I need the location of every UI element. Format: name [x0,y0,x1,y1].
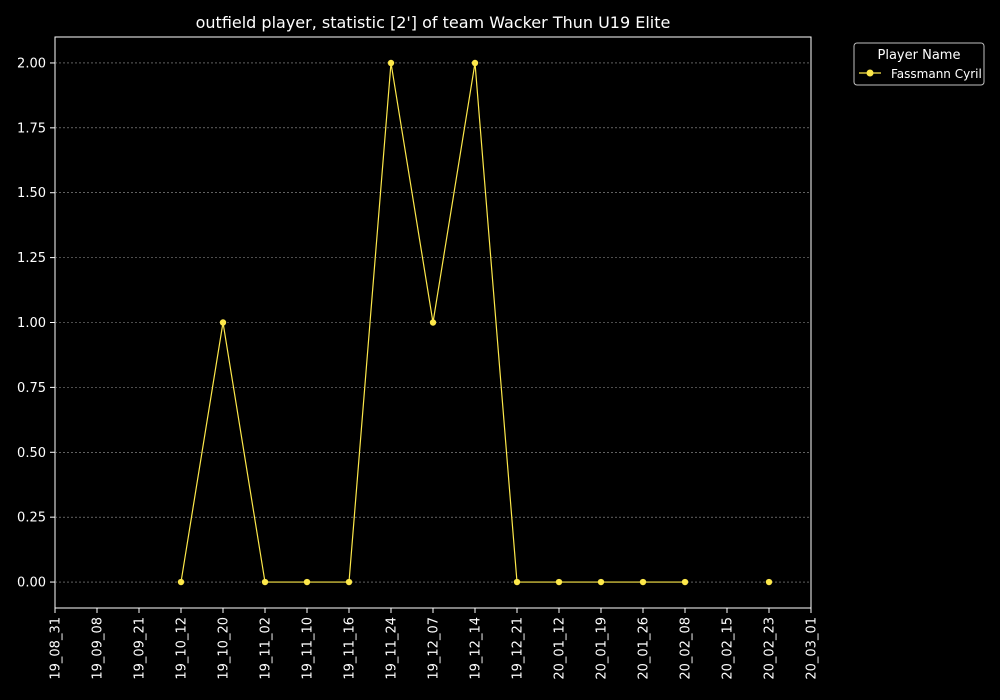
x-tick-label: 19_11_10 [301,617,316,680]
x-tick-label: 19_09_08 [91,617,106,680]
legend-series-label: Fassmann Cyril [891,67,982,81]
x-axis: 19_08_31 19_09_08 19_09_21 19_10_12 19_10_20… [49,608,820,680]
y-tick-label: 0.00 [17,576,46,591]
y-tick-label: 0.25 [17,511,46,526]
data-point [429,319,437,326]
y-axis: 0.00 0.25 0.50 0.75 1.00 1.25 1.50 1.75 2.00 [17,56,55,591]
data-point [555,578,563,586]
data-point [345,578,353,586]
x-tick-label: 20_02_15 [721,617,736,680]
data-point [597,578,605,586]
x-tick-label: 19_09_21 [133,617,148,680]
x-tick-label: 20_01_26 [637,617,652,680]
x-tick-label: 20_03_01 [805,617,820,680]
y-tick-label: 1.75 [17,121,46,136]
data-point [471,59,479,67]
x-tick-label: 19_11_02 [259,617,274,680]
x-tick-label: 20_01_12 [553,617,568,680]
x-tick-label: 19_12_21 [511,617,526,680]
chart-title: outfield player, statistic [2'] of team … [196,13,671,32]
x-tick-label: 19_11_24 [385,617,400,680]
data-point [261,578,269,586]
x-tick-label: 19_12_07 [427,617,442,680]
data-point [681,578,689,586]
y-tick-label: 0.75 [17,381,46,396]
series-layer [177,59,773,586]
x-tick-label: 20_01_19 [595,617,610,680]
data-point [513,578,521,586]
x-tick-label: 20_02_23 [763,617,778,680]
legend-title: Player Name [878,48,961,63]
data-point [177,578,185,586]
data-point [219,319,227,326]
y-tick-label: 1.00 [17,316,46,331]
y-tick-label: 0.50 [17,446,46,461]
data-point [765,578,773,586]
x-tick-label: 19_10_20 [217,617,232,680]
legend-swatch-marker [866,69,874,77]
data-point [639,578,647,586]
data-point [387,59,395,67]
data-point [303,578,311,586]
x-tick-label: 20_02_08 [679,617,694,680]
y-tick-label: 1.25 [17,251,46,266]
x-tick-label: 19_08_31 [49,617,64,680]
y-tick-label: 1.50 [17,186,46,201]
x-tick-label: 19_11_16 [343,617,358,680]
legend: Player Name Fassmann Cyril [853,42,985,86]
x-tick-label: 19_10_12 [175,617,190,680]
y-tick-label: 2.00 [17,56,46,71]
legend-box [853,42,985,86]
x-tick-label: 19_12_14 [469,617,484,680]
